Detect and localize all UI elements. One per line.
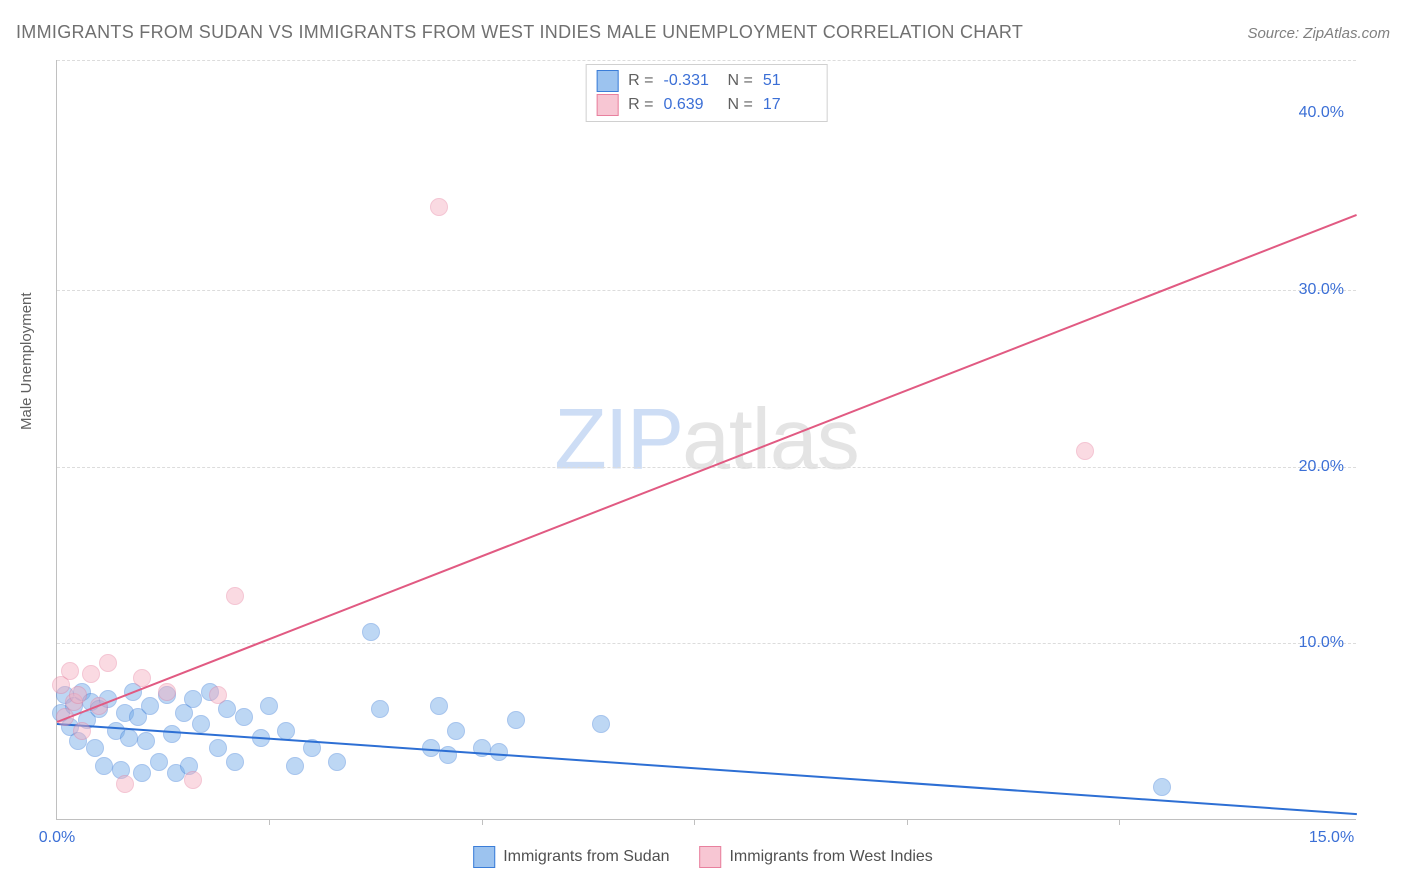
- data-point: [133, 764, 151, 782]
- data-point: [235, 708, 253, 726]
- stat-n-value: 17: [763, 96, 817, 114]
- data-point: [362, 623, 380, 641]
- legend-swatch: [596, 94, 618, 116]
- data-point: [158, 683, 176, 701]
- legend-item: Immigrants from West Indies: [699, 846, 932, 868]
- data-point: [184, 771, 202, 789]
- data-point: [69, 686, 87, 704]
- legend-swatch: [596, 70, 618, 92]
- data-point: [61, 662, 79, 680]
- data-point: [430, 198, 448, 216]
- chart-title: IMMIGRANTS FROM SUDAN VS IMMIGRANTS FROM…: [16, 22, 1023, 43]
- data-point: [592, 715, 610, 733]
- stat-r-label: R =: [628, 96, 653, 114]
- data-point: [163, 725, 181, 743]
- data-point: [141, 697, 159, 715]
- data-point: [286, 757, 304, 775]
- stats-legend-row: R = 0.639 N = 17: [596, 93, 817, 117]
- data-point: [226, 753, 244, 771]
- data-point: [1076, 442, 1094, 460]
- data-point: [490, 743, 508, 761]
- stats-legend: R = -0.331 N = 51 R = 0.639 N = 17: [585, 64, 828, 122]
- data-point: [73, 722, 91, 740]
- x-tick-mark: [482, 819, 483, 825]
- y-tick-label: 20.0%: [1299, 458, 1344, 476]
- legend-label: Immigrants from Sudan: [503, 848, 669, 866]
- x-tick-mark: [694, 819, 695, 825]
- stat-r-label: R =: [628, 72, 653, 90]
- stat-n-label: N =: [728, 72, 753, 90]
- gridline: [57, 60, 1356, 61]
- data-point: [150, 753, 168, 771]
- legend-label: Immigrants from West Indies: [729, 848, 932, 866]
- data-point: [82, 665, 100, 683]
- stat-r-value: -0.331: [664, 72, 718, 90]
- data-point: [116, 775, 134, 793]
- trend-line: [57, 723, 1357, 815]
- data-point: [447, 722, 465, 740]
- bottom-legend: Immigrants from Sudan Immigrants from Wes…: [473, 846, 933, 868]
- y-axis-label: Male Unemployment: [18, 292, 35, 430]
- title-bar: IMMIGRANTS FROM SUDAN VS IMMIGRANTS FROM…: [16, 22, 1390, 43]
- data-point: [99, 654, 117, 672]
- legend-swatch: [473, 846, 495, 868]
- watermark-atlas: atlas: [682, 391, 859, 487]
- data-point: [260, 697, 278, 715]
- y-tick-label: 10.0%: [1299, 634, 1344, 652]
- data-point: [209, 686, 227, 704]
- data-point: [1153, 778, 1171, 796]
- stat-n-label: N =: [728, 96, 753, 114]
- data-point: [209, 739, 227, 757]
- data-point: [120, 729, 138, 747]
- data-point: [371, 700, 389, 718]
- watermark-zip: ZIP: [554, 391, 682, 487]
- data-point: [430, 697, 448, 715]
- source-attribution: Source: ZipAtlas.com: [1247, 25, 1390, 42]
- data-point: [277, 722, 295, 740]
- data-point: [507, 711, 525, 729]
- y-tick-label: 40.0%: [1299, 104, 1344, 122]
- data-point: [137, 732, 155, 750]
- stat-n-value: 51: [763, 72, 817, 90]
- y-tick-label: 30.0%: [1299, 281, 1344, 299]
- stat-r-value: 0.639: [664, 96, 718, 114]
- watermark: ZIPatlas: [554, 390, 858, 489]
- data-point: [192, 715, 210, 733]
- data-point: [328, 753, 346, 771]
- x-tick-mark: [1119, 819, 1120, 825]
- legend-swatch: [699, 846, 721, 868]
- data-point: [184, 690, 202, 708]
- data-point: [133, 669, 151, 687]
- stats-legend-row: R = -0.331 N = 51: [596, 69, 817, 93]
- x-tick-mark: [907, 819, 908, 825]
- data-point: [226, 587, 244, 605]
- x-tick-mark: [269, 819, 270, 825]
- legend-item: Immigrants from Sudan: [473, 846, 669, 868]
- x-tick-label: 15.0%: [1309, 829, 1354, 847]
- x-tick-label: 0.0%: [39, 829, 75, 847]
- plot-area: ZIPatlas R = -0.331 N = 51 R = 0.639 N = 17 10.…: [56, 60, 1356, 820]
- data-point: [86, 739, 104, 757]
- data-point: [95, 757, 113, 775]
